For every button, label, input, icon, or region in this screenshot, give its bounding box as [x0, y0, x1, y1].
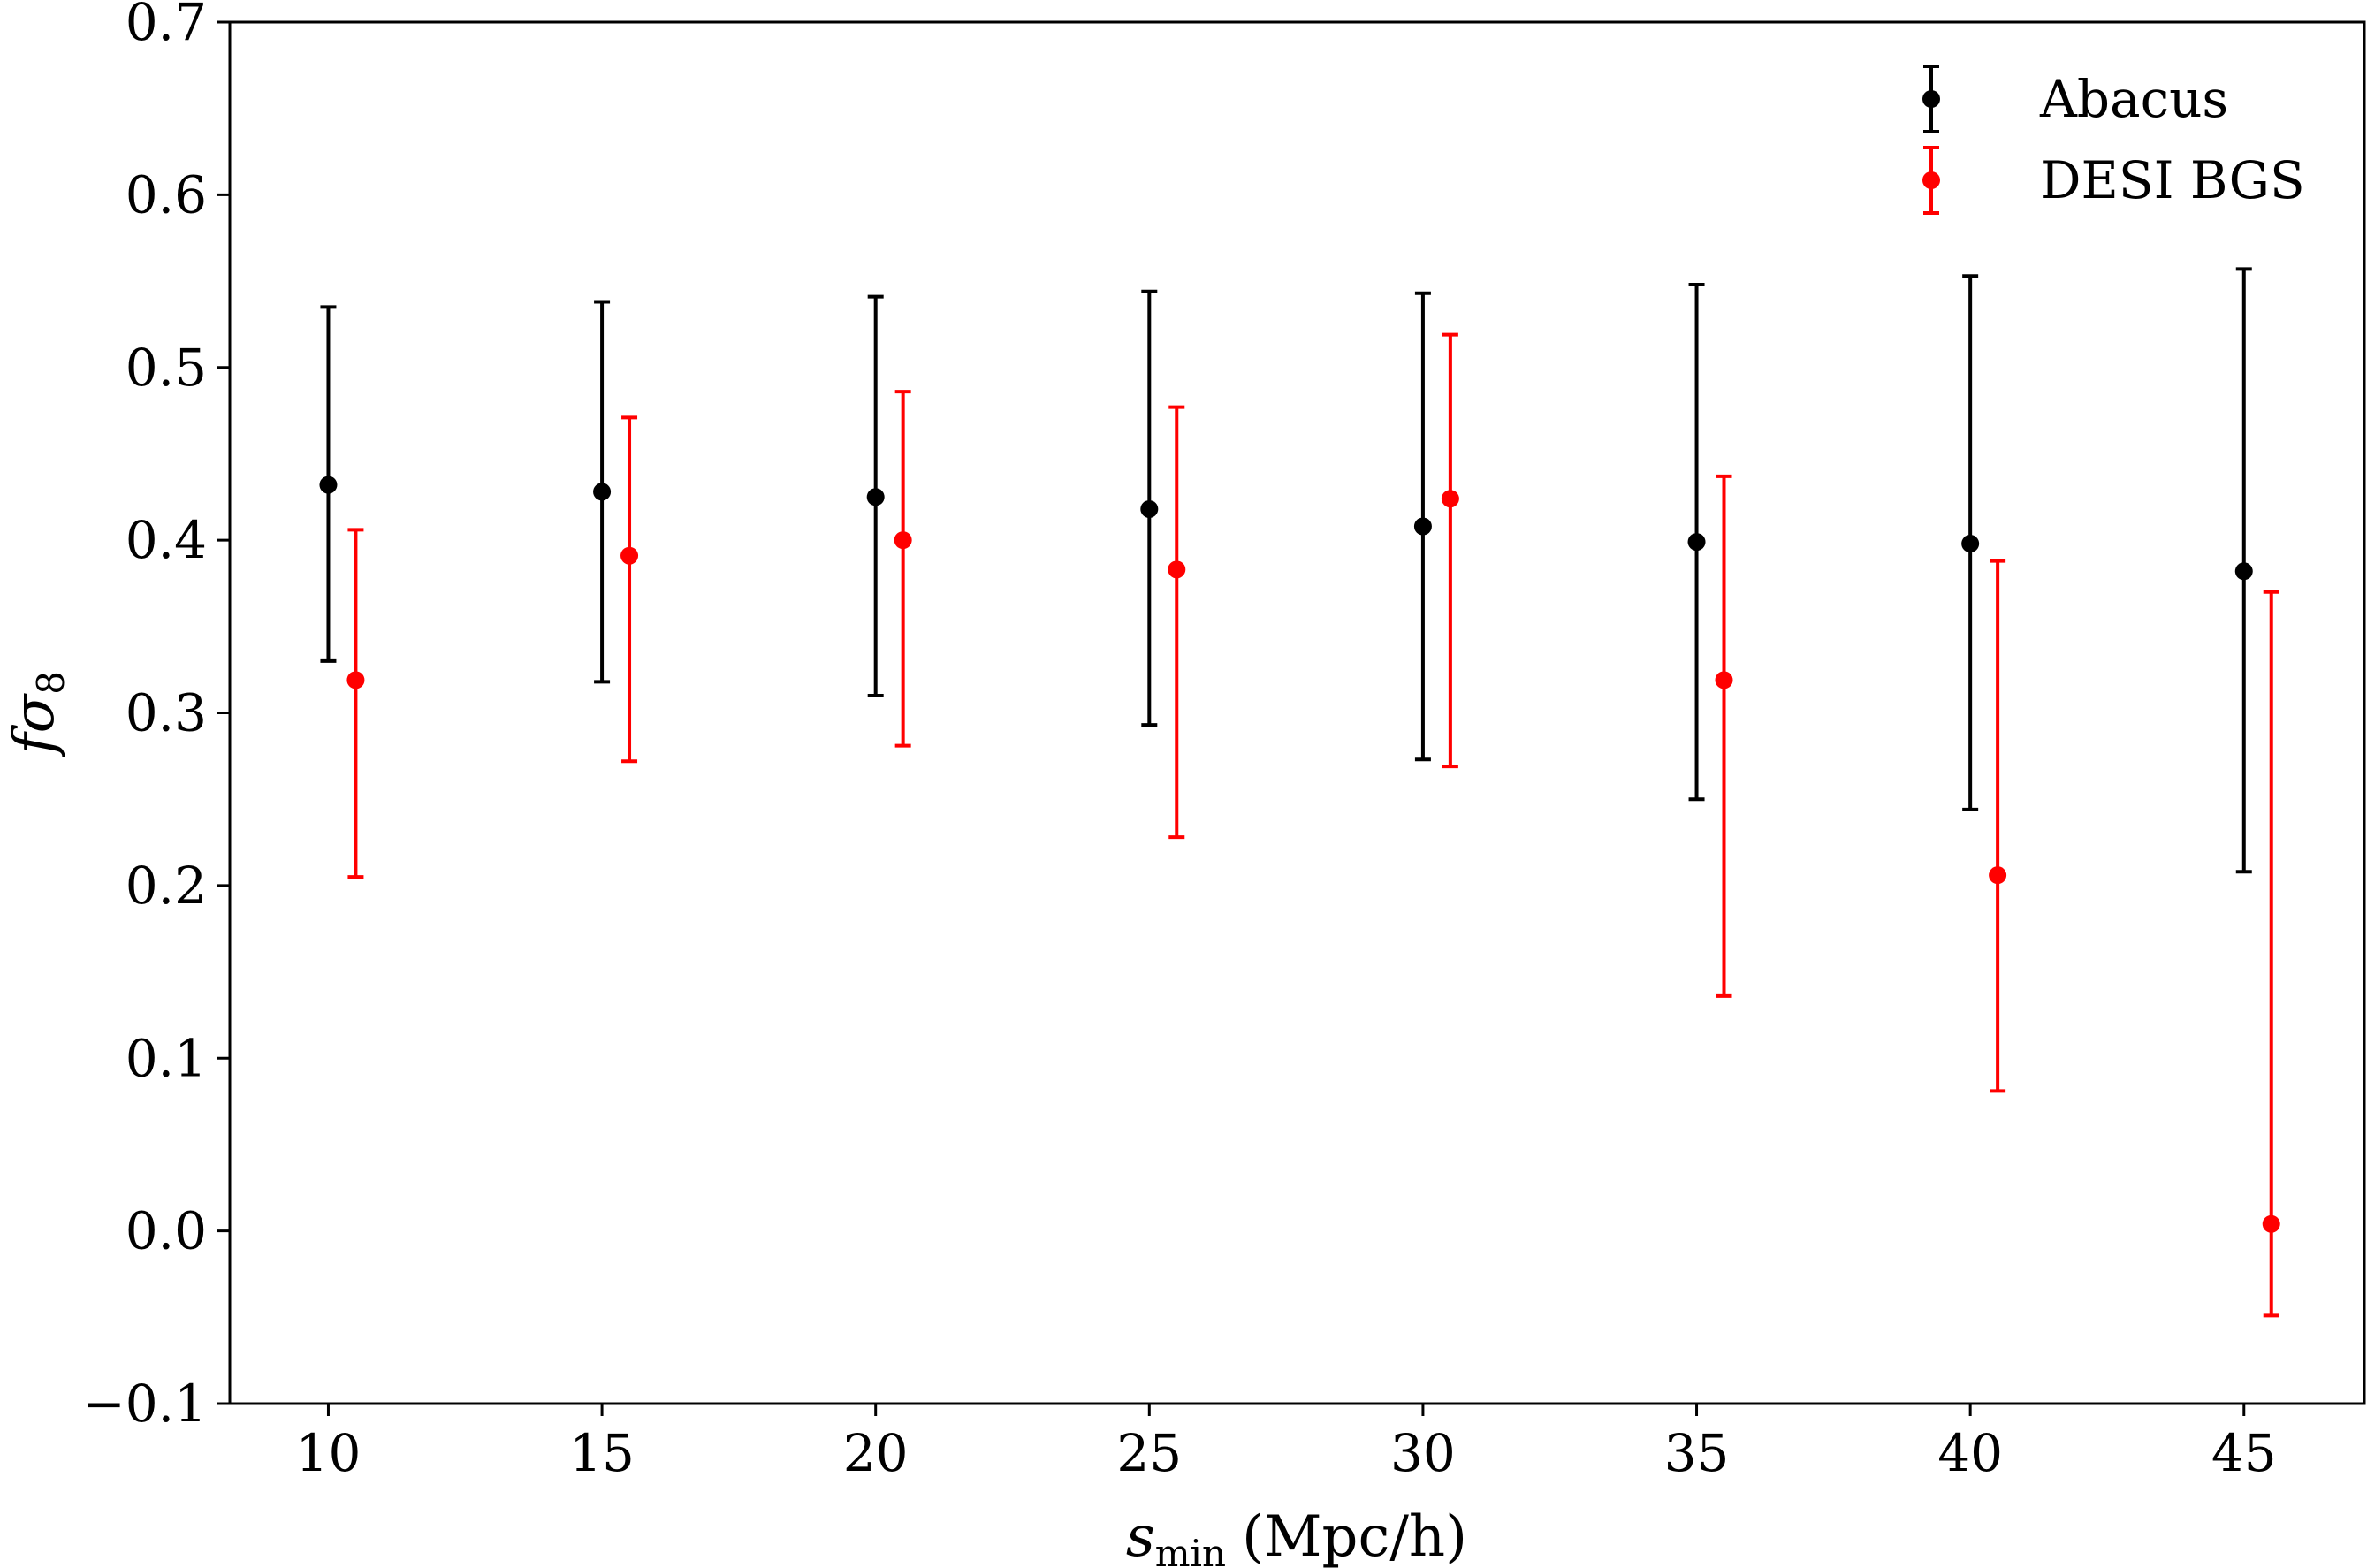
- data-point: [1687, 533, 1706, 552]
- x-tick-label: 10: [296, 1423, 362, 1483]
- y-axis-symbol: fσ: [2, 692, 67, 757]
- x-axis-subscript: min: [1155, 1532, 1226, 1568]
- legend-label: DESI BGS: [2040, 150, 2305, 210]
- data-point: [1961, 535, 1980, 553]
- data-point: [894, 531, 912, 550]
- y-tick-label: 0.4: [126, 510, 207, 570]
- legend-label: Abacus: [2039, 69, 2228, 129]
- x-axis-unit: (Mpc/h): [1242, 1504, 1467, 1568]
- data-point: [2234, 562, 2253, 581]
- data-point: [1441, 490, 1459, 508]
- data-point: [866, 488, 885, 506]
- y-tick-label: 0.5: [126, 338, 207, 398]
- data-point: [1715, 671, 1733, 689]
- x-tick-label: 15: [569, 1423, 635, 1483]
- data-point: [346, 671, 365, 689]
- data-point: [1140, 499, 1159, 518]
- legend-marker: [1922, 171, 1940, 189]
- data-point: [620, 546, 639, 565]
- axes-frame: [228, 20, 2366, 1405]
- y-tick-label: 0.0: [126, 1201, 207, 1261]
- legend-item: DESI BGS: [1922, 146, 2305, 215]
- x-axis-symbol: s: [1126, 1504, 1155, 1568]
- data-point: [2262, 1214, 2280, 1233]
- y-axis-label: fσ8: [2, 671, 72, 757]
- legend-item: Abacus: [1922, 65, 2228, 133]
- x-tick-label: 40: [1937, 1423, 2003, 1483]
- x-tick-label: 20: [843, 1423, 909, 1483]
- y-tick-label: 0.7: [126, 0, 207, 52]
- x-tick-label: 35: [1664, 1423, 1730, 1483]
- x-tick-label: 30: [1390, 1423, 1456, 1483]
- series-desi-bgs: [346, 332, 2280, 1318]
- data-point: [1413, 517, 1432, 536]
- axis-ticks: 10 15 20 25 30 35 40 45 −0.1 0.0 0.1 0.2 0.3 0.4 0.5 0.…: [82, 0, 2277, 1483]
- legend: Abacus DESI BGS: [1922, 65, 2305, 215]
- data-point: [319, 476, 338, 494]
- data-point: [1168, 560, 1186, 579]
- legend-marker: [1922, 90, 1940, 108]
- plot-area: [319, 267, 2280, 1318]
- series-abacus: [319, 267, 2253, 874]
- y-tick-label: 0.1: [126, 1028, 207, 1088]
- x-tick-label: 25: [1116, 1423, 1182, 1483]
- data-point: [593, 483, 612, 501]
- y-axis-subscript: 8: [29, 671, 72, 695]
- data-point: [1989, 866, 2007, 885]
- y-tick-label: 0.6: [126, 164, 207, 225]
- x-tick-label: 45: [2211, 1423, 2277, 1483]
- x-axis-label: smin (Mpc/h): [1126, 1504, 1467, 1568]
- y-tick-label: 0.2: [126, 856, 207, 916]
- y-tick-label: −0.1: [82, 1374, 207, 1434]
- y-tick-label: 0.3: [126, 683, 207, 743]
